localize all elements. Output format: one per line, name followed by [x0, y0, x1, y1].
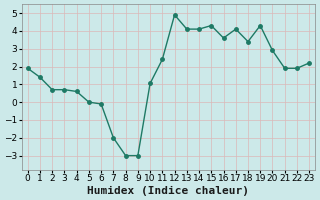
- X-axis label: Humidex (Indice chaleur): Humidex (Indice chaleur): [87, 186, 250, 196]
